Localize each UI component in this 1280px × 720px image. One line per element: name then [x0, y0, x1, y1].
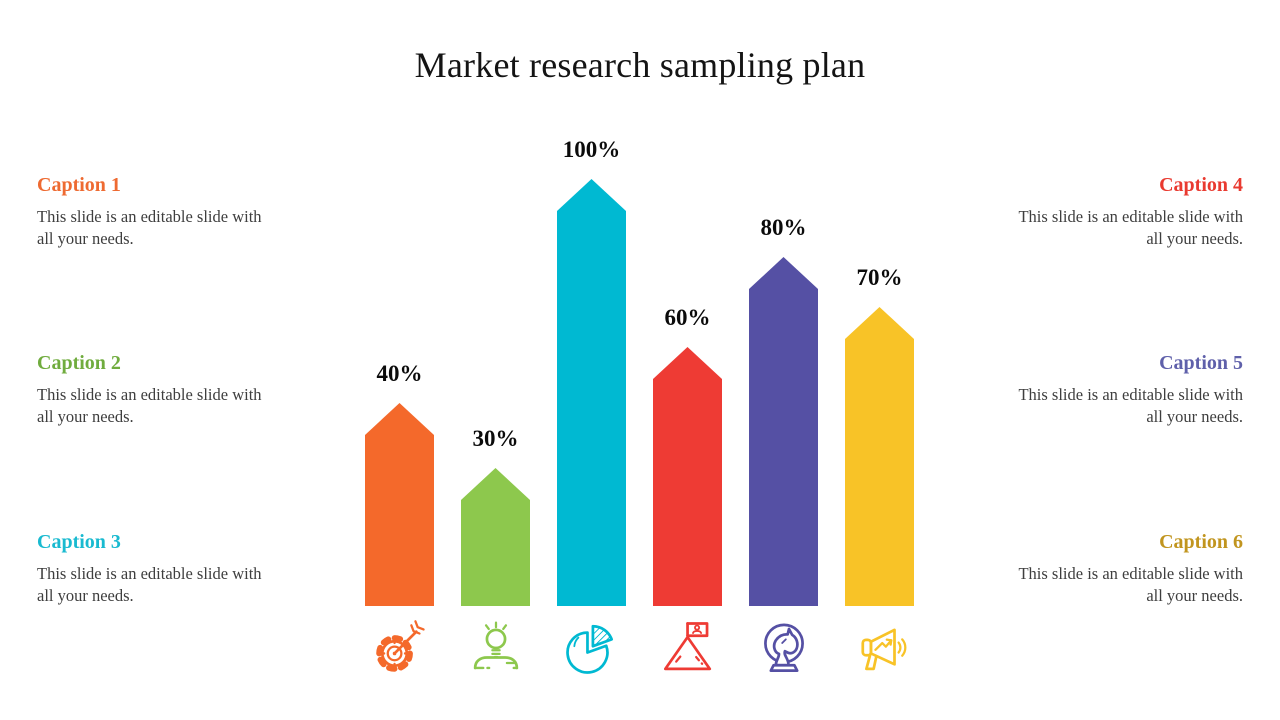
caption-4-heading: Caption 4: [1159, 174, 1243, 196]
caption-2-heading: Caption 2: [37, 352, 121, 374]
pie-chart-icon: [563, 619, 621, 677]
caption-block-1: Caption 1 This slide is an editable slid…: [37, 174, 269, 250]
bar-mountain-flag: [653, 347, 722, 606]
bar-value-label: 70%: [856, 265, 903, 290]
target-gear-icon: [371, 619, 429, 677]
caption-5-body: This slide is an editable slide with all…: [1018, 385, 1243, 427]
caption-block-5: Caption 5 This slide is an editable slid…: [1011, 352, 1243, 428]
caption-6-body: This slide is an editable slide with all…: [1018, 564, 1243, 606]
page-title: Market research sampling plan: [414, 45, 866, 86]
caption-4-body: This slide is an editable slide with all…: [1018, 207, 1243, 249]
chess-knight-icon: [755, 619, 813, 677]
caption-block-3: Caption 3 This slide is an editable slid…: [37, 531, 269, 607]
bar-value-label: 100%: [562, 137, 621, 162]
caption-1-body: This slide is an editable slide with all…: [37, 207, 262, 249]
caption-block-2: Caption 2 This slide is an editable slid…: [37, 352, 269, 428]
bar-pie-chart: [557, 179, 626, 606]
caption-5-heading: Caption 5: [1159, 352, 1243, 374]
caption-block-6: Caption 6 This slide is an editable slid…: [1011, 531, 1243, 607]
mountain-flag-icon: [659, 619, 717, 677]
bar-value-label: 60%: [664, 305, 711, 330]
caption-1-heading: Caption 1: [37, 174, 121, 196]
bar-value-label: 40%: [376, 361, 423, 386]
bar-megaphone: [845, 307, 914, 606]
bar-value-label: 30%: [472, 426, 519, 451]
idea-person-icon: [467, 619, 525, 677]
caption-block-4: Caption 4 This slide is an editable slid…: [1011, 174, 1243, 250]
megaphone-icon: [851, 619, 909, 677]
caption-6-heading: Caption 6: [1159, 531, 1243, 553]
bar-value-label: 80%: [760, 215, 807, 240]
bar-target-gear: [365, 403, 434, 606]
caption-3-body: This slide is an editable slide with all…: [37, 564, 262, 606]
caption-3-heading: Caption 3: [37, 531, 121, 553]
caption-2-body: This slide is an editable slide with all…: [37, 385, 262, 427]
bar-chess-knight: [749, 257, 818, 606]
bar-idea-person: [461, 468, 530, 606]
